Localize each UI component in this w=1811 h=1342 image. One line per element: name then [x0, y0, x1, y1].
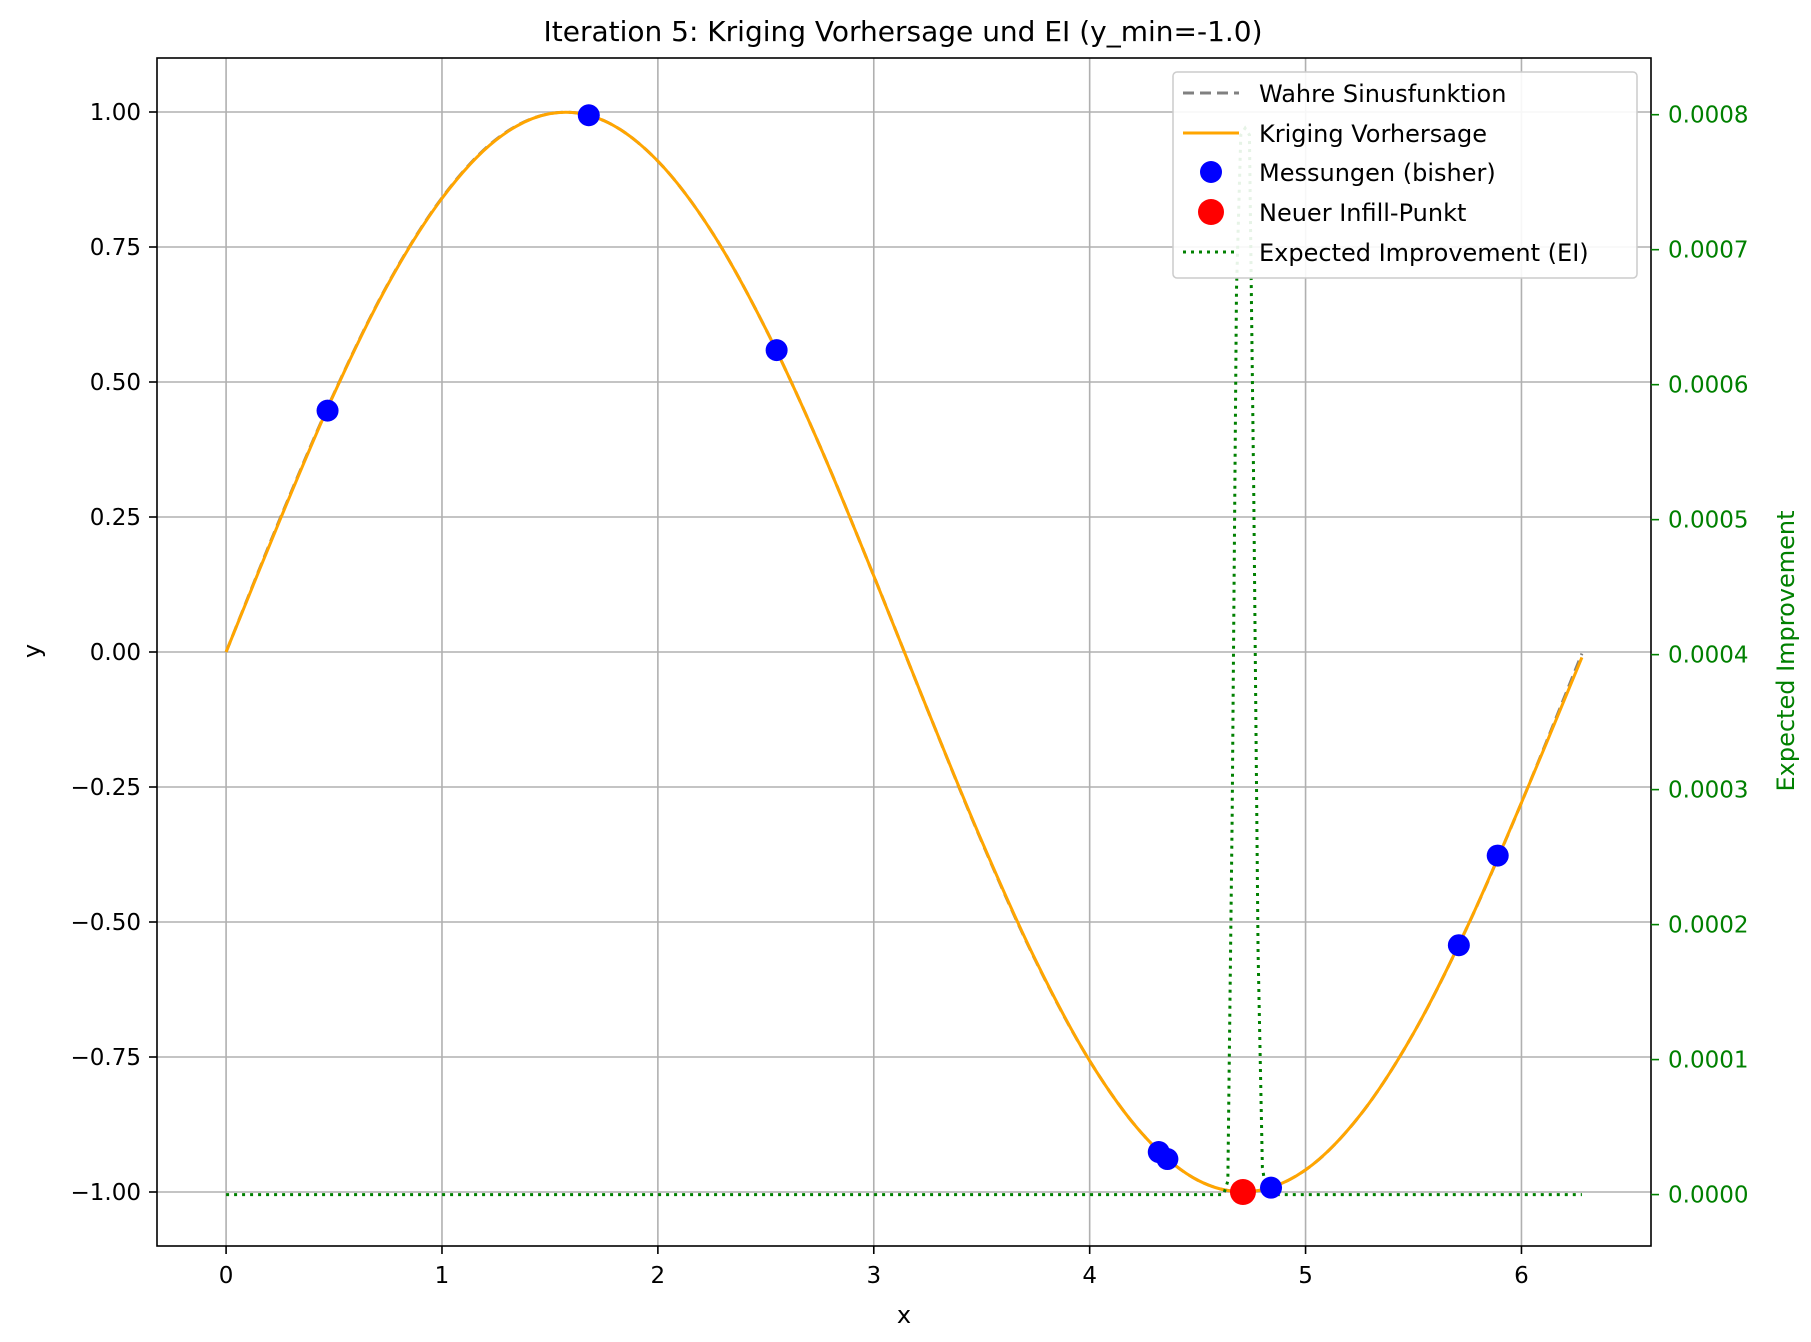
y-tick-label-4: 0.00	[90, 640, 141, 666]
legend-entry-measurements: Messungen (bisher)	[1200, 159, 1496, 187]
x-tick-label-4: 4	[1082, 1263, 1097, 1289]
y-tick-label-6: −0.50	[71, 910, 141, 936]
y2-tick-label-0: 0.0000	[1668, 1183, 1748, 1209]
measurement-point-5	[1260, 1176, 1283, 1199]
x-tick-label-2: 2	[651, 1263, 666, 1289]
y2-axis: 0.0000 0.0001 0.0002 0.0003 0.0004 0.0005 0.00…	[1651, 103, 1748, 1209]
y-axis-label: y	[18, 644, 46, 658]
x-axis-label: x	[897, 1301, 911, 1329]
y2-tick-label-8: 0.0008	[1668, 103, 1748, 129]
legend-entry-true-function: Wahre Sinusfunktion	[1183, 80, 1506, 108]
legend-box	[1172, 71, 1638, 279]
measurement-point-4	[1156, 1148, 1179, 1171]
measurement-point-6	[1447, 934, 1470, 957]
x-tick-label-5: 5	[1298, 1263, 1313, 1289]
infill-point-0	[1229, 1179, 1256, 1205]
x-tick-label-3: 3	[866, 1263, 881, 1289]
legend-label-measurements: Messungen (bisher)	[1259, 159, 1496, 187]
legend-label-kriging: Kriging Vorhersage	[1259, 120, 1487, 148]
legend-swatch-measurements	[1200, 161, 1222, 183]
y-tick-label-0: 1.00	[90, 100, 141, 126]
y-tick-label-1: 0.75	[90, 235, 141, 261]
x-tick-label-1: 1	[435, 1263, 450, 1289]
measurement-point-1	[577, 104, 600, 127]
legend: Wahre Sinusfunktion Kriging Vorhersage M…	[1172, 71, 1638, 279]
legend-label-infill: Neuer Infill-Punkt	[1259, 199, 1466, 227]
legend-entry-infill: Neuer Infill-Punkt	[1198, 199, 1466, 227]
measurement-point-0	[316, 399, 339, 422]
y-tick-label-7: −0.75	[71, 1045, 141, 1071]
chart-title: Iteration 5: Kriging Vorhersage und EI (…	[543, 15, 1262, 48]
legend-label-true-function: Wahre Sinusfunktion	[1259, 80, 1506, 108]
series-kriging-line	[224, 110, 1584, 1194]
legend-label-ei: Expected Improvement (EI)	[1259, 239, 1589, 267]
legend-swatch-infill	[1198, 199, 1224, 225]
measurement-point-7	[1486, 844, 1509, 867]
y-tick-label-8: −1.00	[71, 1180, 141, 1206]
legend-entry-ei: Expected Improvement (EI)	[1183, 239, 1589, 267]
y-tick-label-5: −0.25	[71, 775, 141, 801]
y-tick-label-2: 0.50	[90, 370, 141, 396]
y2-tick-label-1: 0.0001	[1668, 1048, 1748, 1074]
legend-entry-kriging: Kriging Vorhersage	[1183, 120, 1487, 148]
y2-tick-label-7: 0.0007	[1668, 238, 1748, 264]
y2-tick-label-6: 0.0006	[1668, 373, 1748, 399]
y-axis: 1.00 0.75 0.50 0.25 0.00 −0.25 −0.50 −0.75 −1.00	[71, 100, 157, 1206]
y2-tick-label-3: 0.0003	[1668, 778, 1748, 804]
x-tick-label-0: 0	[219, 1263, 234, 1289]
y-tick-label-3: 0.25	[90, 505, 141, 531]
y2-axis-label: Expected Improvement	[1772, 510, 1800, 791]
y2-tick-label-5: 0.0005	[1668, 508, 1748, 534]
x-tick-label-6: 6	[1514, 1263, 1529, 1289]
x-axis: 0 1 2 3 4 5 6	[219, 1246, 1529, 1289]
grid	[157, 58, 1651, 1246]
measurement-point-2	[765, 339, 788, 362]
y2-tick-label-4: 0.0004	[1668, 643, 1748, 669]
y2-tick-label-2: 0.0002	[1668, 913, 1748, 939]
